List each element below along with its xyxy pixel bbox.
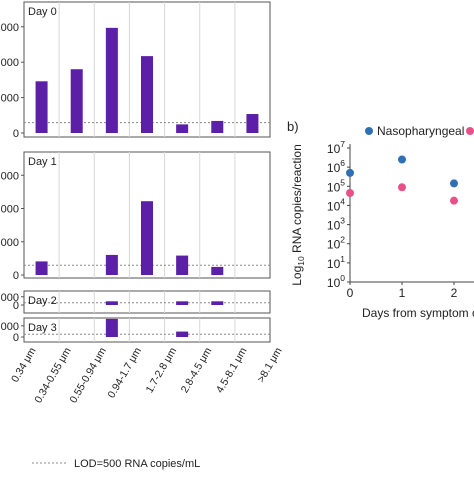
y-tick-label: 106 [327, 158, 345, 175]
bar [176, 124, 189, 133]
scatter-point [346, 188, 354, 197]
bar-category-label: 0.34-0.55 μm [32, 345, 74, 405]
day-panel-frame [23, 290, 271, 314]
x-tick-label: 1 [399, 286, 406, 300]
y-tick-label: 000 [1, 57, 19, 69]
bar [211, 120, 224, 133]
scatter-point [450, 179, 458, 188]
y-tick-label: 000 [1, 321, 19, 333]
panel-b-label: b) [287, 119, 299, 134]
scatter-point [398, 155, 406, 164]
y-tick-label: 107 [327, 139, 345, 156]
bar [35, 81, 48, 133]
bar [105, 27, 118, 133]
scatter-point [450, 196, 458, 205]
legend-marker [365, 127, 373, 135]
lod-legend: LOD=500 RNA copies/mL [32, 458, 200, 470]
scatter-point [398, 183, 406, 192]
y-tick-label: 100 [327, 273, 345, 290]
bar [246, 114, 259, 133]
y-tick-label: 0 [13, 270, 19, 282]
y-tick-label: 104 [327, 196, 345, 213]
y-tick-label: 000 [1, 170, 19, 182]
y-tick-label: 000 [1, 204, 19, 216]
bar [35, 261, 48, 275]
bar [70, 69, 83, 133]
y-tick-label: 101 [327, 254, 345, 271]
y-tick-label: 0 [13, 332, 19, 344]
bar-category-label: 4.5-8.1 μm [214, 345, 250, 395]
y-tick-label: 103 [327, 216, 345, 233]
y-tick-label: 0 [13, 300, 19, 312]
bar-category-label: 1.7-2.8 μm [144, 345, 180, 395]
bar [105, 301, 118, 305]
day-panel-label: Day 3 [28, 322, 57, 334]
day-panel-label: Day 1 [28, 156, 57, 168]
bar [211, 301, 224, 305]
y-tick-label: 000 [1, 93, 19, 105]
x-tick-label: 2 [451, 286, 458, 300]
bar [105, 254, 118, 275]
day-panel-label: Day 0 [28, 6, 57, 18]
bar [141, 201, 153, 275]
y-tick-label: 105 [327, 177, 345, 194]
y-tick-label: 000 [1, 292, 19, 304]
y-axis-label: Log10 RNA copies/reaction [290, 144, 306, 286]
y-tick-label: 0 [13, 128, 19, 140]
y-tick-label: 102 [327, 235, 345, 252]
bar [211, 266, 224, 275]
lod-legend-label: LOD=500 RNA copies/mL [74, 458, 200, 470]
bar-category-label: >8.1 μm [255, 345, 285, 385]
y-tick-label: 000 [1, 237, 19, 249]
bar [105, 318, 118, 337]
bar-category-label: 0.94-1.7 μm [106, 345, 145, 400]
legend-label: Nasopharyngeal [377, 124, 464, 138]
bar [176, 255, 189, 275]
scatter-point [346, 168, 354, 177]
x-tick-label: 0 [347, 286, 354, 300]
x-axis-label: Days from symptom o [362, 306, 474, 320]
bar-category-label: 0.34 μm [9, 345, 39, 384]
y-tick-label: 000 [1, 22, 19, 34]
bar-category-labels: 0.34 μm0.34-0.55 μm0.55-0.94 μm0.94-1.7 … [9, 345, 285, 405]
day-panel-frame [23, 317, 271, 343]
legend: Nasopharyngeal [365, 124, 474, 138]
day-panel-label: Day 2 [28, 295, 57, 307]
bar-category-label: 0.55-0.94 μm [67, 345, 109, 405]
bar-category-label: 2.8-4.5 μm [179, 345, 215, 395]
legend-marker [466, 127, 474, 135]
bar [176, 331, 189, 337]
bar [141, 56, 153, 133]
bar [176, 301, 189, 305]
